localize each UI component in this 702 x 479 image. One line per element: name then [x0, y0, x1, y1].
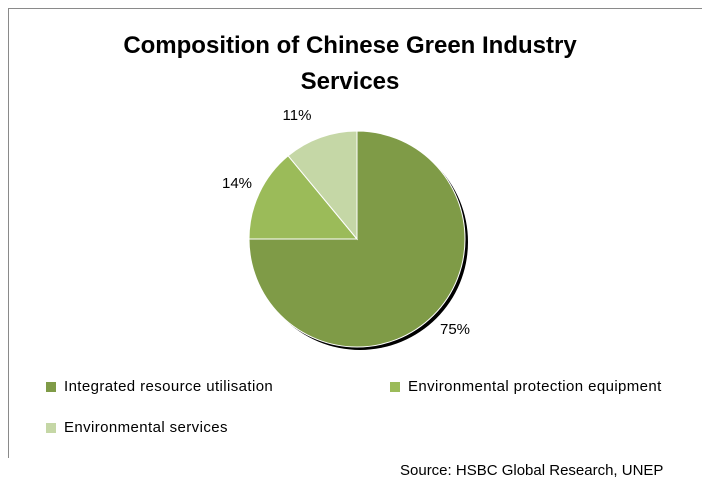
- data-label: 11%: [283, 107, 312, 124]
- slice-environmental-protection-equipment: [248, 155, 359, 240]
- chart-title-line1: Composition of Chinese Green Industry: [123, 32, 577, 59]
- slice-environmental-services: [287, 130, 358, 241]
- legend-swatch: [46, 381, 56, 392]
- legend-item-integrated-resource-utilisation: Integrated resource utilisation: [46, 378, 273, 395]
- legend-label: Integrated resource utilisation: [64, 378, 274, 395]
- data-label: 14%: [222, 175, 252, 192]
- legend-item-environmental-protection-equipment: Environmental protection equipment: [390, 378, 662, 395]
- legend-label: Environmental services: [64, 419, 228, 436]
- source-note: Source: HSBC Global Research, UNEP: [400, 462, 664, 479]
- chart-frame: [8, 8, 702, 458]
- slice-integrated-resource-utilisation: [248, 130, 466, 348]
- legend-label: Environmental protection equipment: [408, 378, 662, 395]
- legend-swatch: [390, 381, 400, 392]
- legend-swatch: [46, 422, 56, 433]
- legend-item-environmental-services: Environmental services: [46, 419, 228, 436]
- chart-title-line2: Services: [300, 68, 400, 95]
- data-label: 75%: [440, 321, 470, 338]
